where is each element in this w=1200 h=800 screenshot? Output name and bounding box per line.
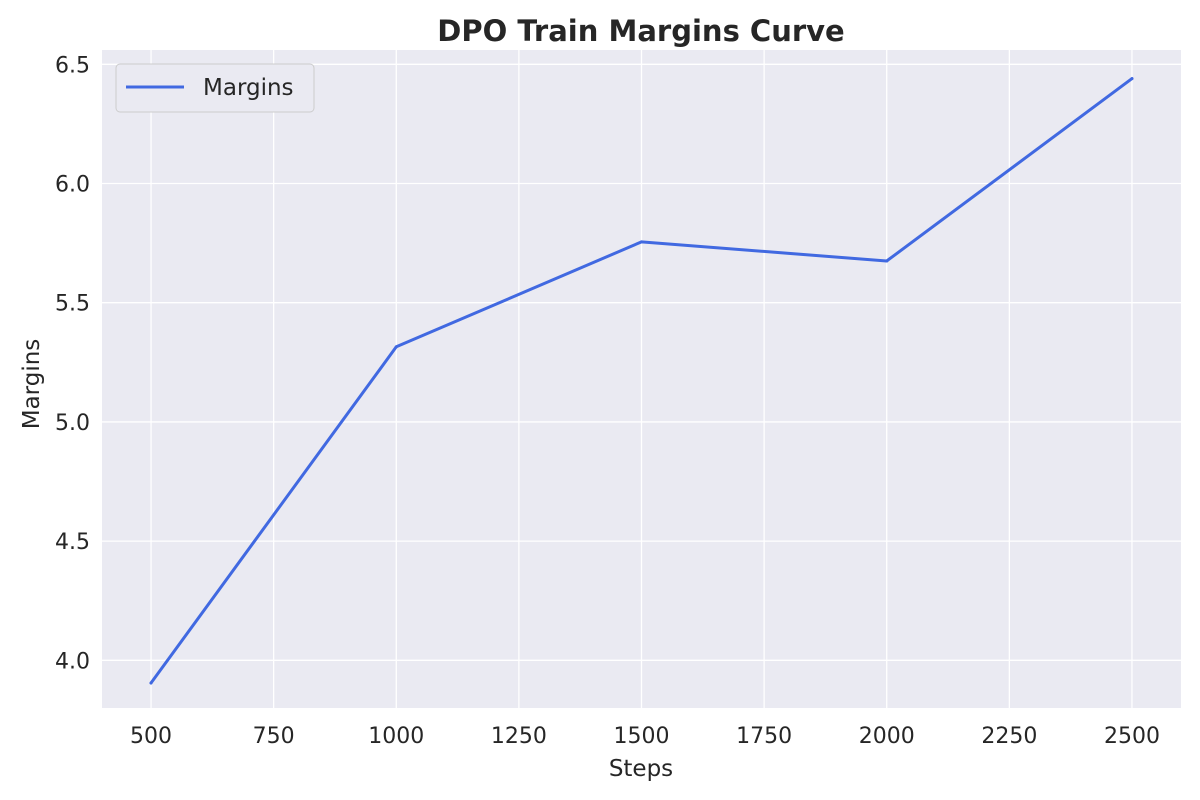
y-tick-label: 5.0 (55, 411, 90, 436)
x-tick-label: 500 (130, 724, 172, 749)
data-point (640, 240, 643, 244)
y-axis-label: Margins (19, 339, 45, 430)
x-tick-label: 2250 (981, 724, 1037, 749)
data-point (394, 345, 398, 349)
grid (102, 50, 1181, 708)
x-axis-label: Steps (609, 756, 673, 782)
y-tick-label: 4.0 (55, 649, 90, 674)
y-tick-label: 4.5 (55, 530, 90, 555)
data-point (885, 259, 889, 263)
data-point (1130, 77, 1134, 81)
y-axis: 4.0 4.5 5.0 5.5 6.0 6.5 (55, 53, 90, 674)
x-axis: 500 750 1000 1250 1500 1750 2000 2250 2500 (130, 724, 1160, 749)
legend-box (115, 63, 315, 113)
x-tick-label: 1750 (736, 724, 792, 749)
x-tick-label: 1000 (368, 724, 424, 749)
legend: Margins (115, 63, 315, 113)
x-tick-label: 1250 (491, 724, 547, 749)
x-tick-label: 1500 (614, 724, 670, 749)
y-tick-label: 6.0 (55, 173, 90, 198)
series-layer (149, 77, 1134, 685)
legend-label: Margins (203, 75, 294, 101)
x-tick-label: 750 (253, 724, 295, 749)
y-tick-label: 5.5 (55, 292, 90, 317)
x-tick-label: 2000 (859, 724, 915, 749)
y-tick-label: 6.5 (55, 53, 90, 78)
chart-title: DPO Train Margins Curve (437, 14, 844, 48)
x-tick-label: 2500 (1104, 724, 1160, 749)
data-point (149, 681, 153, 685)
